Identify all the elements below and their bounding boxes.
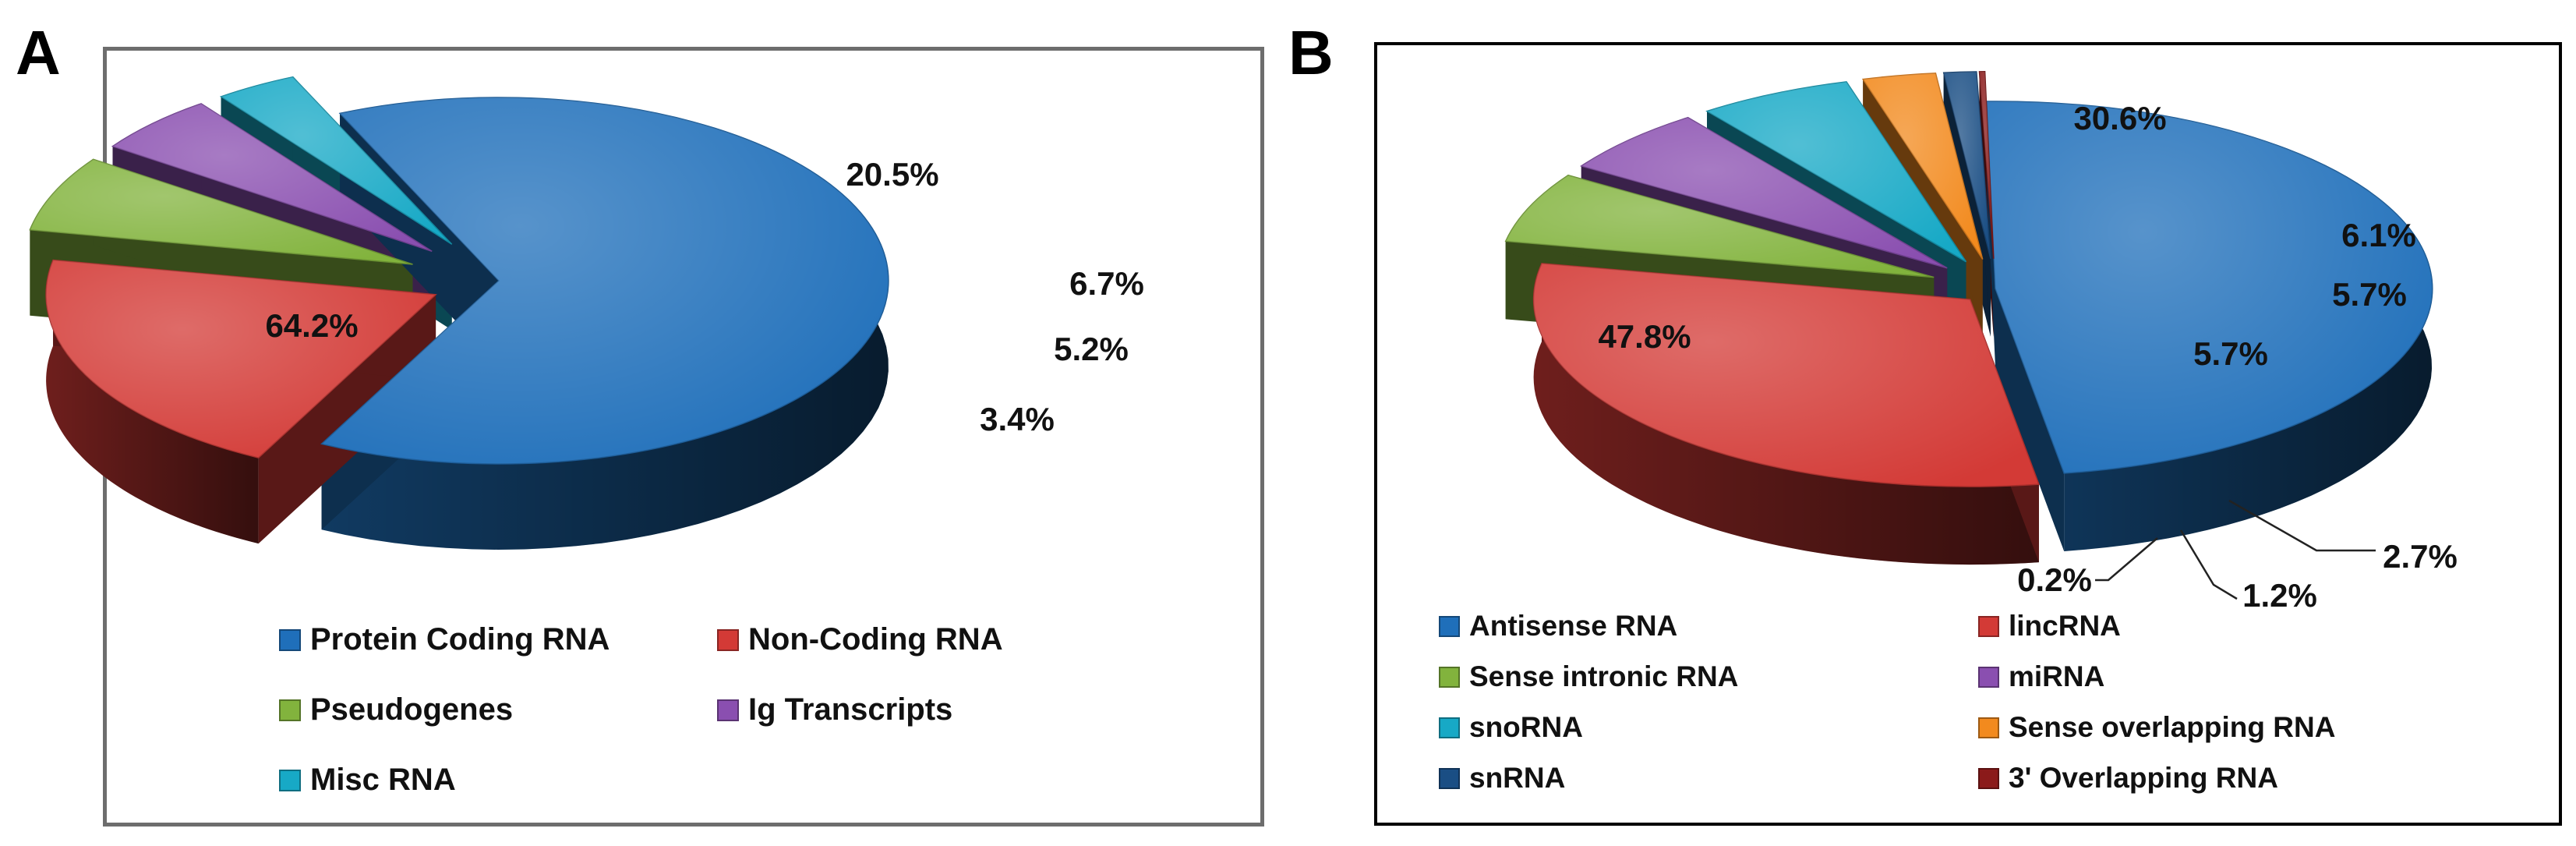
legend-label: Pseudogenes — [310, 692, 514, 727]
pie-b-value-label-mirna: 5.7% — [2332, 276, 2407, 313]
legend-swatch-protein-coding — [279, 628, 301, 651]
legend-label: Misc RNA — [310, 763, 456, 797]
legend-swatch-mirna — [1978, 666, 1999, 688]
legend-swatch-ig-transcripts — [717, 699, 739, 721]
pie-b-slice-shine-mirna — [1581, 117, 1948, 268]
legend-swatch-3-overlapping — [1978, 767, 1999, 789]
pie-a-slice-shine-protein — [321, 97, 889, 464]
pie-b-slice-side-shade-linc — [1533, 263, 2039, 565]
legend-item-sense-intronic: Sense intronic RNA — [1439, 660, 1738, 693]
pie-b-value-label-senseovl: 2.7% — [2383, 538, 2458, 575]
legend-label: 3' Overlapping RNA — [2009, 762, 2278, 794]
legend-item-lincrna: lincRNA — [1978, 610, 2121, 642]
legend-item-sense-overlapping: Sense overlapping RNA — [1978, 711, 2335, 744]
legend-swatch-snrna — [1439, 767, 1460, 789]
legend-item-non-coding: Non-Coding RNA — [717, 622, 1003, 657]
legend-label: Sense overlapping RNA — [2009, 711, 2336, 743]
pie-b-pie: 47.8% 30.6% 6.1% 5.7% 5.7% 2.7% 1.2% 0.2% — [1504, 71, 2458, 614]
legend-swatch-lincrna — [1978, 615, 1999, 637]
legend-label: snRNA — [1469, 762, 1566, 794]
pie-b-slice-wall-antisense-1 — [1995, 288, 2065, 551]
legend-item-snorna: snoRNA — [1439, 711, 1583, 744]
legend-swatch-misc-rna — [279, 769, 301, 791]
legend-label: Non-Coding RNA — [748, 622, 1003, 657]
legend-label: Sense intronic RNA — [1469, 660, 1739, 692]
legend-label: Antisense RNA — [1469, 610, 1678, 642]
legend-label: miRNA — [2009, 660, 2105, 692]
pie-b-slice-shine-intronic — [1505, 175, 1935, 278]
panel-a-letter: A — [16, 18, 61, 87]
pie-a-value-label-noncoding: 20.5% — [846, 156, 938, 193]
pie-a-slice-shine-misc — [221, 76, 452, 245]
pie-a-slice-shine-noncoding — [46, 260, 436, 458]
legend-item-snrna: snRNA — [1439, 762, 1565, 795]
legend-item-antisense: Antisense RNA — [1439, 610, 1677, 642]
legend-item-misc-rna: Misc RNA — [279, 763, 456, 798]
legend-label: Ig Transcripts — [748, 692, 953, 727]
panel-b-letter: B — [1288, 18, 1334, 87]
legend-label: Protein Coding RNA — [310, 622, 610, 657]
pie-b-value-label-intronic: 6.1% — [2341, 217, 2416, 253]
pie-b-leader-snrna — [2179, 529, 2238, 600]
pie-a-value-label-misc: 3.4% — [980, 401, 1055, 437]
pie-b-leader-senseovl — [2228, 499, 2376, 552]
pie-b-slice-shine-snrna — [1943, 72, 1991, 259]
legend-swatch-non-coding — [717, 628, 739, 651]
legend-swatch-antisense — [1439, 615, 1460, 637]
legend-label: snoRNA — [1469, 711, 1583, 743]
legend-item-pseudogenes: Pseudogenes — [279, 692, 513, 727]
pie-a-slice-side-shade-noncoding — [46, 260, 259, 544]
legend-swatch-sense-overlapping — [1978, 717, 1999, 738]
legend-swatch-sense-intronic — [1439, 666, 1460, 688]
legend-swatch-snorna — [1439, 717, 1460, 738]
pie-b-value-label-linc: 30.6% — [2073, 100, 2166, 136]
pie-b-slice-shine-senseovl — [1863, 73, 1983, 260]
legend-item-ig-transcripts: Ig Transcripts — [717, 692, 952, 727]
pie-b-slice-shine-antisense — [1986, 101, 2433, 474]
pie-b-leader-threeovl — [2095, 537, 2158, 582]
pie-b-value-label-snrna: 1.2% — [2242, 577, 2317, 614]
legend-swatch-pseudogenes — [279, 699, 301, 721]
legend-item-protein-coding: Protein Coding RNA — [279, 622, 610, 657]
pie-b-slice-shine-snorna — [1707, 81, 1966, 262]
legend-item-3-overlapping: 3' Overlapping RNA — [1978, 762, 2278, 795]
pie-a-value-label-pseudo: 6.7% — [1069, 265, 1144, 302]
pie-b-value-label-snorna: 5.7% — [2193, 335, 2268, 372]
pie-a-slice-shine-pseudo — [30, 159, 413, 264]
legend-label: lincRNA — [2009, 610, 2121, 642]
pie-b-value-label-antisense: 47.8% — [1598, 318, 1691, 355]
pie-a-value-label-ig: 5.2% — [1054, 331, 1129, 367]
pie-b-slice-shine-linc — [1533, 263, 2039, 487]
pie-a-value-label-protein: 64.2% — [265, 307, 358, 344]
legend-item-mirna: miRNA — [1978, 660, 2104, 693]
pie-a-pie: 64.2% 20.5% 6.7% 5.2% 3.4% — [29, 76, 1144, 550]
pie-a-slice-shine-ig — [112, 103, 433, 252]
pie-b-slice-shine-threeovl — [1979, 71, 1994, 259]
pie-b-value-label-threeovl: 0.2% — [2017, 561, 2092, 598]
